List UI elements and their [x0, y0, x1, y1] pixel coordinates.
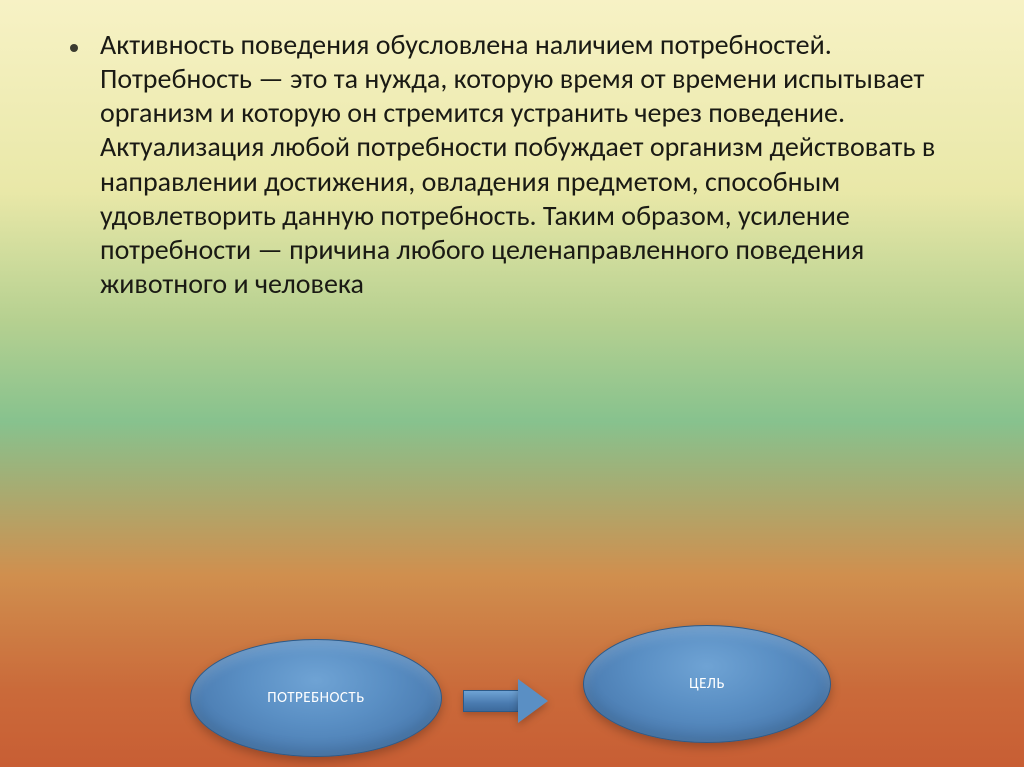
arrow-head-icon	[518, 679, 548, 723]
node-need: ПОТРЕБНОСТЬ	[190, 639, 442, 757]
flow-diagram: ПОТРЕБНОСТЬ ЦЕЛЬ	[0, 625, 1024, 765]
node-goal: ЦЕЛЬ	[583, 625, 831, 743]
arrow-shaft	[463, 690, 518, 712]
arrow-need-to-goal	[463, 679, 548, 723]
paragraph-text: Активность поведения обусловлена наличие…	[100, 28, 964, 301]
slide-content: Активность поведения обусловлена наличие…	[70, 28, 964, 301]
bullet-marker	[70, 44, 78, 52]
bullet-item: Активность поведения обусловлена наличие…	[70, 28, 964, 301]
